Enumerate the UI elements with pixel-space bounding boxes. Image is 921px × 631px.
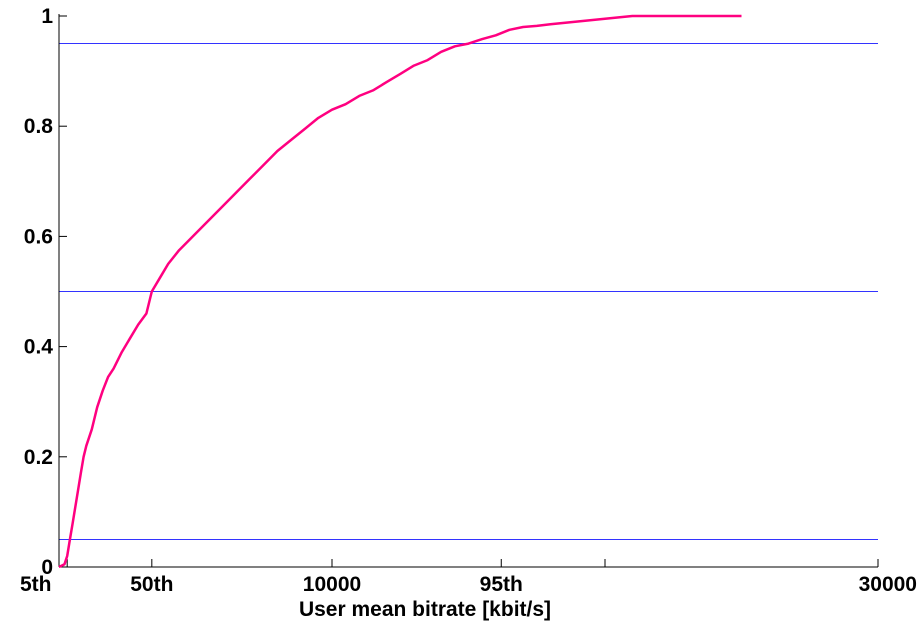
axes: [58, 14, 878, 568]
reference-lines: [59, 43, 878, 540]
y-tick-label: 0.2: [24, 446, 53, 469]
x-tick-label: 30000: [859, 573, 917, 596]
y-tick-label: 0.4: [24, 336, 54, 359]
series: [58, 14, 742, 569]
y-tick-label: 0.8: [24, 115, 54, 138]
y-ticks: 0 0.2 0.4 0.6 0.8 1: [24, 5, 67, 579]
x-tick-label: 95th: [480, 573, 523, 596]
y-tick-label: 0.6: [24, 225, 53, 248]
x-axis-label: User mean bitrate [kbit/s]: [299, 598, 551, 621]
x-tick-label: 50th: [130, 573, 173, 596]
x-tick-label: 5th: [20, 573, 52, 596]
y-tick-label: 0: [41, 556, 53, 579]
x-tick-label: 10000: [303, 573, 361, 596]
x-ticks: 5th 50th 10000 95th 30000: [20, 559, 917, 596]
y-tick-label: 1: [41, 5, 53, 28]
cdf-curve: [58, 14, 742, 569]
